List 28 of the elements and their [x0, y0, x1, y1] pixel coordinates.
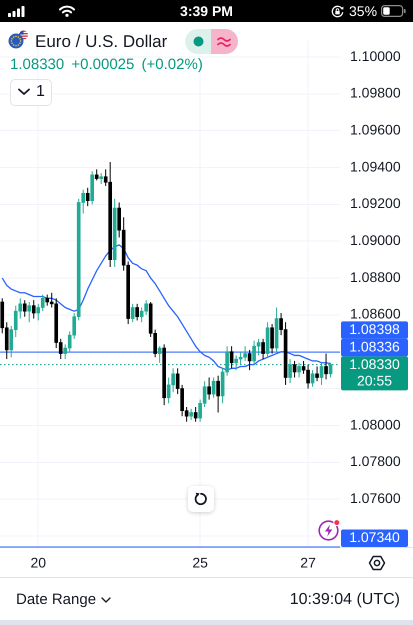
chart-title: Euro / U.S. Dollar [35, 32, 168, 52]
ref-line-label: 1.08398 [349, 320, 400, 337]
y-tick-label: 1.07800 [350, 453, 401, 470]
y-tick-label: 1.08600 [350, 306, 401, 322]
text: 1.08330 +0.00025 (+0.02%) [10, 56, 203, 74]
y-tick-label: 1.09000 [350, 232, 401, 248]
data-label: 1.08336 [349, 338, 400, 354]
x-tick-label: 25 [192, 554, 208, 570]
y-tick-label: 1.09400 [350, 158, 401, 174]
y-tick-label: 1.09800 [350, 84, 401, 101]
text: 35% [349, 3, 378, 19]
text: 3:39 PM [180, 3, 233, 19]
x-tick-label: 27 [300, 554, 316, 570]
y-tick-label: 1.07600 [350, 490, 401, 506]
dropdown-button[interactable] [10, 79, 52, 106]
reset-button[interactable] [188, 486, 214, 512]
text: Date Range [16, 591, 96, 609]
text: 10:39:04 (UTC) [290, 590, 400, 609]
ref-line-label: 1.08330 [349, 356, 400, 372]
text: 20:55 [356, 372, 392, 388]
y-tick-label: 1.08000 [350, 416, 401, 432]
y-tick-label: 1.08800 [350, 268, 401, 285]
annotation: 1 [36, 83, 45, 101]
y-tick-label: 1.10000 [350, 48, 401, 64]
y-tick-label: 1.09200 [350, 195, 401, 212]
ref-line-label: 1.07340 [349, 529, 400, 546]
x-tick-label: 20 [30, 554, 46, 570]
y-tick-label: 1.09600 [350, 122, 401, 138]
